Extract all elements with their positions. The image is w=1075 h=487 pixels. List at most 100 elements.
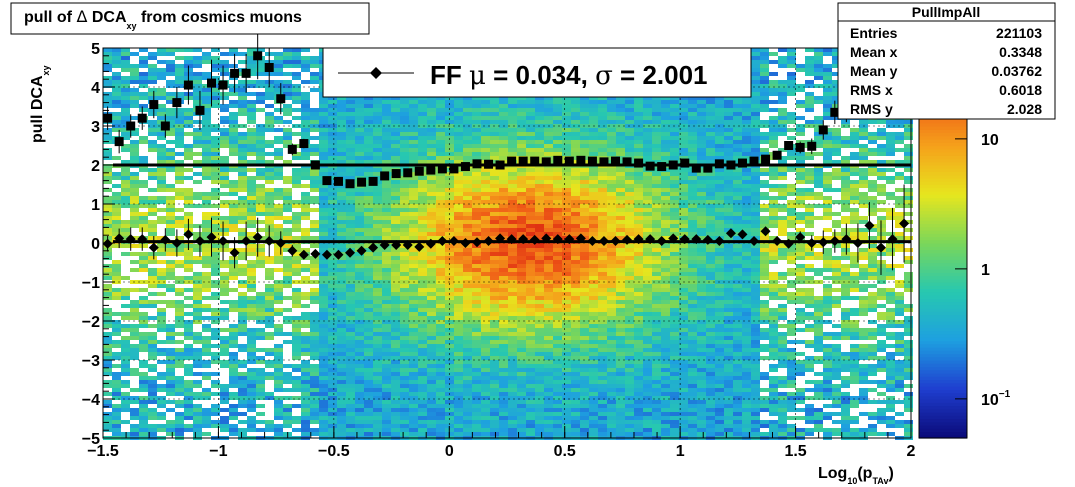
heatmap-cell xyxy=(148,148,157,152)
heatmap-cell xyxy=(301,152,310,156)
heatmap-cell xyxy=(427,352,436,356)
heatmap-cell xyxy=(364,140,373,144)
heatmap-cell xyxy=(148,92,157,96)
heatmap-cell xyxy=(319,100,328,104)
heatmap-cell xyxy=(247,92,256,96)
heatmap-cell xyxy=(481,264,490,268)
heatmap-cell xyxy=(526,276,535,280)
heatmap-cell xyxy=(229,340,238,344)
heatmap-cell xyxy=(544,120,553,124)
heatmap-cell xyxy=(598,388,607,392)
heatmap-cell xyxy=(535,356,544,360)
heatmap-cell xyxy=(373,256,382,260)
heatmap-cell xyxy=(526,100,535,104)
heatmap-cell xyxy=(319,148,328,152)
heatmap-cell xyxy=(526,228,535,232)
heatmap-cell xyxy=(319,416,328,420)
heatmap-cell xyxy=(166,60,175,64)
heatmap-cell xyxy=(166,92,175,96)
heatmap-cell xyxy=(481,256,490,260)
heatmap-cell xyxy=(157,360,166,364)
heatmap-cell xyxy=(256,368,265,372)
heatmap-cell xyxy=(463,276,472,280)
heatmap-cell xyxy=(202,84,211,88)
heatmap-cell xyxy=(337,268,346,272)
heatmap-cell xyxy=(526,292,535,296)
heatmap-cell xyxy=(220,168,229,172)
heatmap-cell xyxy=(364,152,373,156)
heatmap-cell xyxy=(220,396,229,400)
heatmap-cell xyxy=(211,56,220,60)
heatmap-cell xyxy=(409,184,418,188)
heatmap-cell xyxy=(508,396,517,400)
heatmap-cell xyxy=(589,132,598,136)
heatmap-cell xyxy=(400,120,409,124)
heatmap-cell xyxy=(427,312,436,316)
heatmap-cell xyxy=(490,424,499,428)
heatmap-cell xyxy=(499,316,508,320)
heatmap-cell xyxy=(283,388,292,392)
heatmap-cell xyxy=(175,120,184,124)
heatmap-cell xyxy=(481,152,490,156)
heatmap-cell xyxy=(274,400,283,404)
heatmap-cell xyxy=(364,392,373,396)
heatmap-cell xyxy=(130,344,139,348)
heatmap-cell xyxy=(148,388,157,392)
heatmap-cell xyxy=(265,256,274,260)
heatmap-cell xyxy=(418,328,427,332)
heatmap-cell xyxy=(382,120,391,124)
heatmap-cell xyxy=(112,320,121,324)
heatmap-cell xyxy=(283,48,292,52)
heatmap-cell xyxy=(319,256,328,260)
heatmap-cell xyxy=(130,388,139,392)
heatmap-cell xyxy=(418,176,427,180)
heatmap-cell xyxy=(211,212,220,216)
heatmap-cell xyxy=(562,108,571,112)
heatmap-cell xyxy=(607,352,616,356)
heatmap-cell xyxy=(346,192,355,196)
heatmap-cell xyxy=(562,316,571,320)
heatmap-cell xyxy=(355,404,364,408)
heatmap-cell xyxy=(319,228,328,232)
heatmap-cell xyxy=(508,356,517,360)
heatmap-cell xyxy=(148,384,157,388)
heatmap-cell xyxy=(157,244,166,248)
heatmap-cell xyxy=(382,404,391,408)
heatmap-cell xyxy=(319,96,328,100)
heatmap-cell xyxy=(571,196,580,200)
heatmap-cell xyxy=(436,260,445,264)
heatmap-cell xyxy=(310,228,319,232)
heatmap-cell xyxy=(607,152,616,156)
heatmap-cell xyxy=(598,128,607,132)
heatmap-cell xyxy=(526,432,535,436)
heatmap-cell xyxy=(436,300,445,304)
heatmap-cell xyxy=(328,192,337,196)
heatmap-cell xyxy=(346,200,355,204)
heatmap-cell xyxy=(463,180,472,184)
heatmap-cell xyxy=(481,156,490,160)
heatmap-cell xyxy=(589,184,598,188)
heatmap-cell xyxy=(400,424,409,428)
heatmap-cell xyxy=(472,264,481,268)
heatmap-cell xyxy=(166,244,175,248)
heatmap-cell xyxy=(292,236,301,240)
heatmap-cell xyxy=(355,388,364,392)
heatmap-cell xyxy=(175,92,184,96)
heatmap-cell xyxy=(418,396,427,400)
heatmap-cell xyxy=(202,168,211,172)
heatmap-cell xyxy=(211,224,220,228)
heatmap-cell xyxy=(382,216,391,220)
heatmap-cell xyxy=(121,360,130,364)
heatmap-cell xyxy=(238,108,247,112)
heatmap-cell xyxy=(247,56,256,60)
heatmap-cell xyxy=(292,324,301,328)
heatmap-cell xyxy=(364,352,373,356)
heatmap-cell xyxy=(382,224,391,228)
heatmap-cell xyxy=(121,108,130,112)
heatmap-cell xyxy=(445,100,454,104)
heatmap-cell xyxy=(364,120,373,124)
heatmap-cell xyxy=(427,268,436,272)
heatmap-cell xyxy=(490,408,499,412)
heatmap-cell xyxy=(229,424,238,428)
heatmap-cell xyxy=(265,160,274,164)
